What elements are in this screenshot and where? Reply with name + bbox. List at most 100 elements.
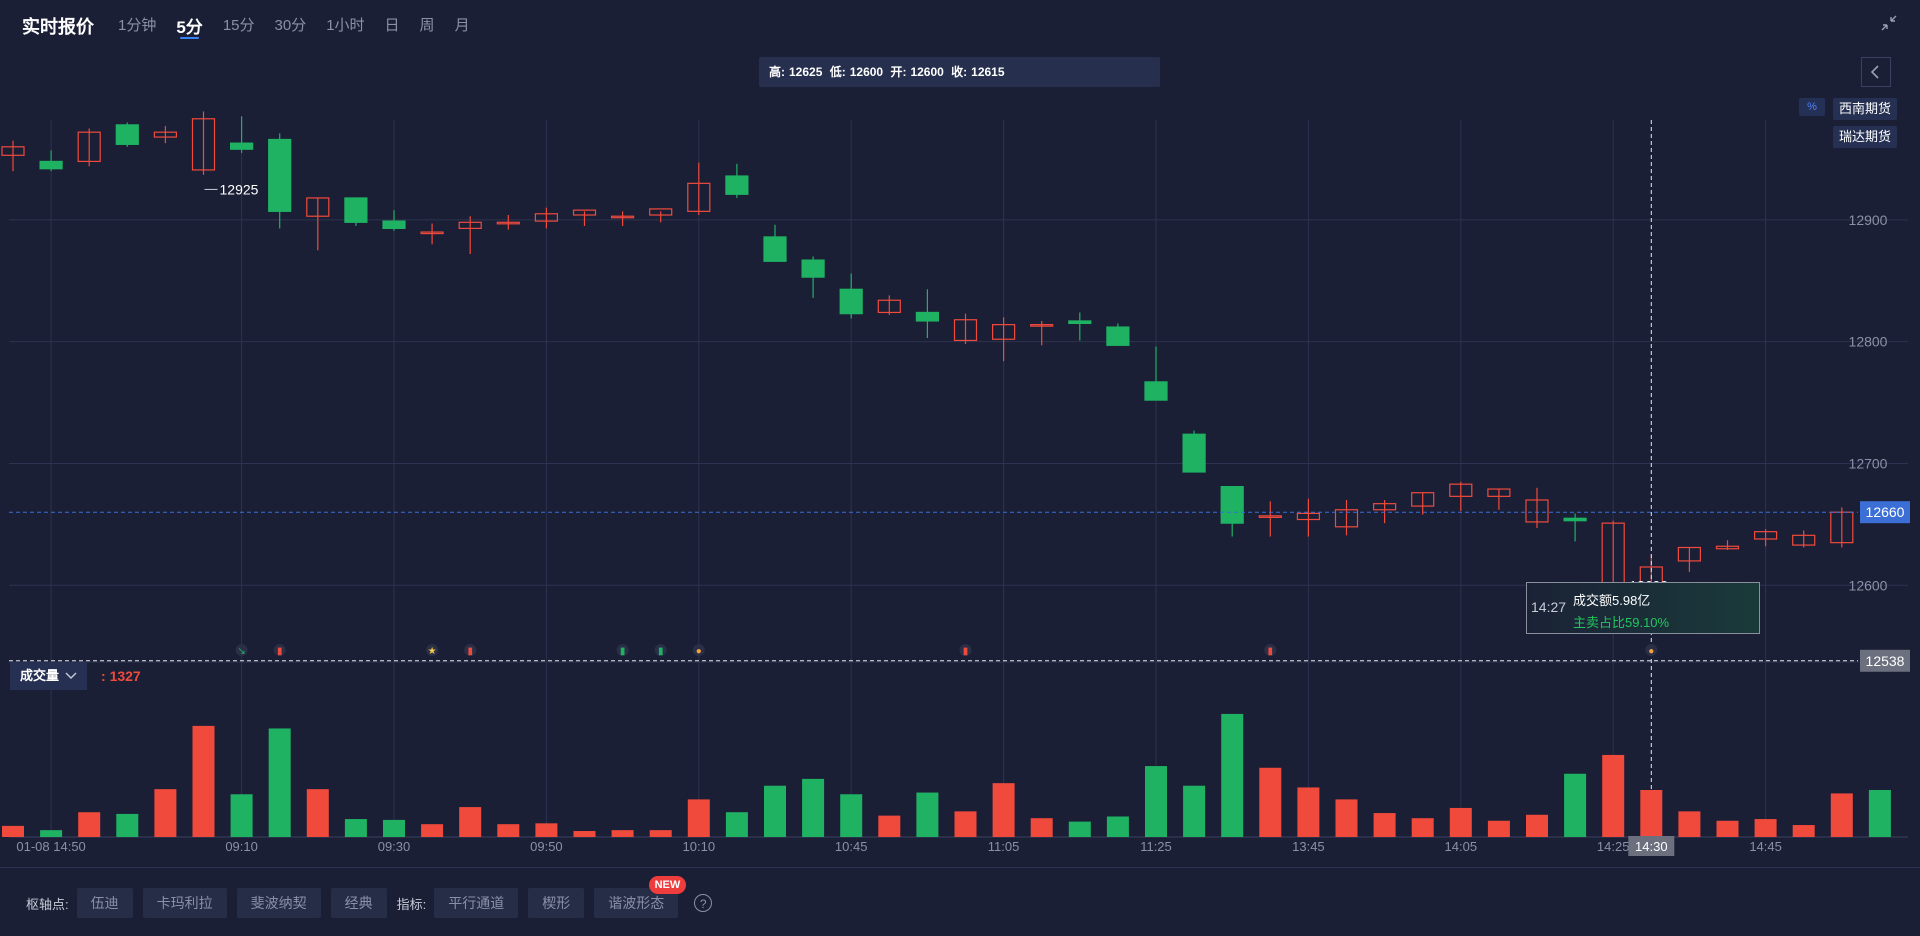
crosshair-time-tag [1628,836,1675,856]
broker-tag[interactable]: 西南期货 [1832,98,1897,120]
candle [496,215,520,230]
volume-bar [1754,819,1777,837]
tab-period[interactable]: 1分钟 [118,17,157,34]
pivot-fibonacci-button[interactable]: 斐波纳契 [236,888,321,918]
candle-body [1753,531,1778,540]
crosshair-tooltip: 14:27 成交额5.98亿 主卖占比59.10% [1526,582,1760,634]
candle-body [77,131,101,163]
volume-bar [383,819,405,837]
collapse-icon[interactable] [1880,14,1898,32]
volume-bar [535,823,558,837]
volume-bar [344,819,367,837]
event-marker-bg [616,644,629,656]
volume-bar [1449,807,1472,837]
candle-body [1106,326,1130,346]
y-tick-label: 12900 [1849,212,1888,228]
x-tick-label: 01-08 14:50 [16,839,85,854]
tab-period[interactable]: 日 [384,17,400,34]
broker-tags: % 西南期货 瑞达期货 [1798,98,1897,154]
top-bar: 实时报价 1分钟 5分 15分 30分 1小时 日 周 月 [0,0,1920,46]
volume-bar [764,785,786,837]
side-panel-toggle-button[interactable] [1861,57,1891,87]
kline-chart[interactable]: 12600 12700 12800 12900 12925 12600 12660 12538… [0,0,1920,860]
event-marker: ▮ [1264,644,1277,657]
ohlc-close: 12615 [971,65,1005,79]
event-marker-bg [235,644,248,656]
candle [115,122,139,147]
wedge-button[interactable]: 楔形 [528,888,585,918]
candle [230,116,254,153]
volume-bar [230,794,253,837]
x-tick-label: 13:45 [1292,839,1325,854]
volume-bar [154,789,177,837]
candle-body [801,259,825,278]
candle [763,224,787,262]
volume-bar [116,813,139,837]
chevron-down-icon [65,672,77,679]
candle [344,197,368,226]
candle-body [1372,503,1397,511]
ohlc-high: 12625 [789,65,823,79]
candle [1106,323,1130,346]
broker-tag[interactable]: 瑞达期货 [1832,126,1897,148]
candle [153,126,177,144]
tab-period[interactable]: 5分 [176,13,203,39]
event-marker-bg [1645,644,1658,656]
candle [306,197,330,251]
candle [1144,346,1168,401]
volume-indicator-select[interactable]: 成交量 [10,662,88,690]
candle-body [191,118,216,171]
candle-body [115,124,139,145]
tab-period[interactable]: 1小时 [326,17,365,34]
event-marker: ▮ [616,644,629,657]
volume-bar [1259,767,1282,837]
tab-period[interactable]: 30分 [274,17,307,34]
parallel-channel-button[interactable]: 平行通道 [434,888,519,918]
event-marker-glyph: ▮ [467,646,473,657]
volume-bar [497,824,520,837]
pivot-woodie-button[interactable]: 伍迪 [76,888,133,918]
volume-bar [192,725,215,837]
event-marker-bg [692,644,705,656]
candle-body [1411,492,1435,507]
y-tick-label: 12700 [1849,455,1888,471]
event-marker: ▮ [959,644,972,657]
x-tick-label: 14:05 [1445,839,1478,854]
event-marker-bg [1264,644,1277,656]
volume-header: 成交量 : 1327 [10,662,141,690]
x-tick-label: 10:10 [683,839,716,854]
candle [915,289,940,339]
candle [1715,540,1740,550]
bottom-toolbar: 枢轴点: 伍迪 卡玛利拉 斐波纳契 经典 指标: 平行通道 楔形 谐波形态 NE… [0,867,1920,936]
crosshair-time-label: 14:30 [1635,839,1668,854]
candle [1525,487,1549,529]
tooltip-amount: 成交额5.98亿 [1573,593,1651,608]
candle [610,211,635,226]
candle [991,317,1016,362]
candle [1753,529,1778,547]
harmonic-pattern-label: 谐波形态 [608,895,665,911]
pivot-camarilla-button[interactable]: 卡玛利拉 [142,888,227,918]
candle [725,163,749,198]
help-icon[interactable]: ? [694,894,713,912]
harmonic-pattern-button[interactable]: 谐波形态 NEW [594,876,687,918]
volume-bar [954,811,977,837]
tooltip-sell-ratio: 主卖占比59.10% [1573,615,1670,630]
tab-period[interactable]: 15分 [222,17,255,34]
event-marker-glyph: ▮ [277,646,283,657]
percent-toggle[interactable]: % [1798,98,1825,116]
event-marker-bg [464,644,477,656]
volume-bar [1145,766,1167,837]
tab-period[interactable]: 月 [454,17,470,34]
volume-bar [649,830,672,837]
candle-body [1144,381,1168,401]
candle-body [1296,512,1321,521]
candle-body [1563,517,1587,522]
pivot-classic-button[interactable]: 经典 [330,888,387,918]
candle [1220,486,1244,537]
candle-body [382,220,406,229]
tab-period[interactable]: 周 [419,17,435,34]
volume-bar [1564,773,1587,837]
candle-body [1068,320,1092,325]
event-marker-bg [273,644,286,656]
